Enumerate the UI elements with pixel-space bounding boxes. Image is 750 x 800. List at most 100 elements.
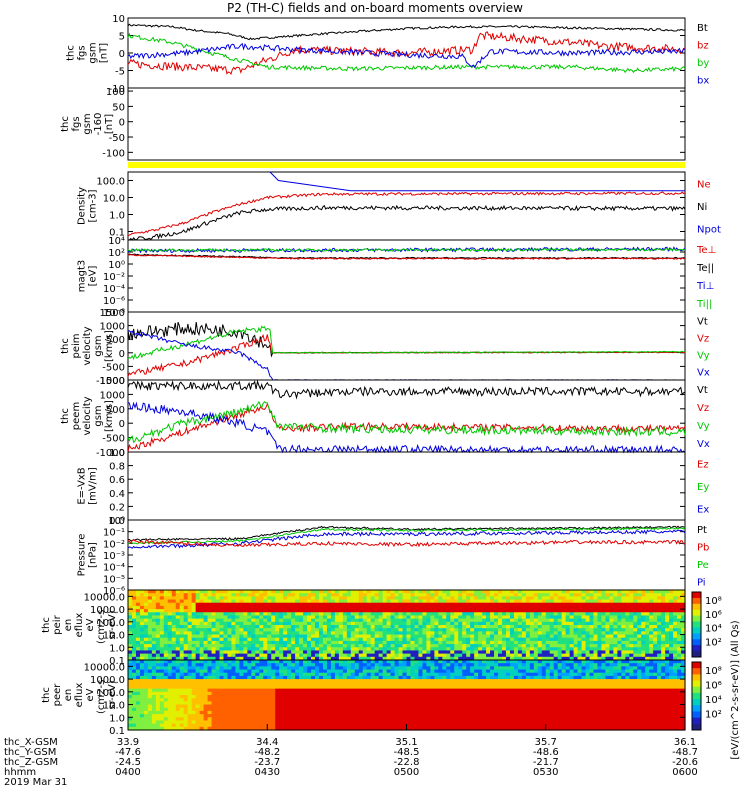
heatmap-cell xyxy=(414,590,420,594)
heatmap-cell xyxy=(577,679,583,683)
heatmap-cell xyxy=(446,640,451,645)
heatmap-cell xyxy=(641,609,646,613)
heatmap-cell xyxy=(410,650,416,655)
heatmap-cell xyxy=(322,602,328,607)
heatmap-cell xyxy=(227,628,233,632)
heatmap-cell xyxy=(517,650,523,655)
heatmap-cell xyxy=(541,593,547,597)
heatmap-cell xyxy=(291,631,296,636)
heatmap-cell xyxy=(295,618,300,623)
heatmap-cell xyxy=(354,688,360,693)
heatmap-cell xyxy=(307,612,312,617)
heatmap-cell xyxy=(239,656,244,661)
heatmap-cell xyxy=(275,688,280,693)
heatmap-cell xyxy=(458,666,463,671)
heatmap-cell xyxy=(505,666,511,671)
heatmap-cell xyxy=(251,615,256,620)
heatmap-cell xyxy=(211,656,217,661)
heatmap-cell xyxy=(163,621,169,626)
heatmap-cell xyxy=(128,682,133,687)
heatmap-cell xyxy=(350,640,356,645)
legend-entry: Vz xyxy=(697,403,709,414)
heatmap-cell xyxy=(382,631,388,636)
heatmap-cell xyxy=(199,644,205,648)
heatmap-cell xyxy=(573,682,579,687)
heatmap-cell xyxy=(474,644,479,648)
heatmap-cell xyxy=(426,596,431,601)
heatmap-cell xyxy=(314,615,320,620)
heatmap-cell xyxy=(326,663,332,667)
heatmap-cell xyxy=(681,602,686,607)
heatmap-cell xyxy=(131,590,137,594)
heatmap-cell xyxy=(227,669,233,674)
heatmap-cell xyxy=(430,593,435,597)
heatmap-cell xyxy=(199,612,205,617)
heatmap-cell xyxy=(589,679,595,683)
heatmap-cell xyxy=(219,634,225,639)
heatmap-cell xyxy=(243,593,248,597)
heatmap-cell xyxy=(589,609,595,613)
heatmap-cell xyxy=(215,682,221,687)
heatmap-cell xyxy=(128,679,133,683)
heatmap-cell xyxy=(307,691,312,696)
heatmap-cell xyxy=(629,660,634,664)
heatmap-cell xyxy=(673,672,678,677)
heatmap-cell xyxy=(561,605,567,610)
heatmap-cell xyxy=(135,666,141,671)
heatmap-cell xyxy=(143,672,149,677)
heatmap-cell xyxy=(159,653,165,658)
heatmap-cell xyxy=(251,637,256,642)
heatmap-cell xyxy=(609,660,614,664)
heatmap-cell xyxy=(303,663,308,667)
y-axis-label: [cm-3] xyxy=(88,189,99,222)
heatmap-cell xyxy=(151,685,157,690)
heatmap-cell xyxy=(446,602,451,607)
heatmap-cell xyxy=(661,593,666,597)
heatmap-cell xyxy=(474,599,479,604)
heatmap-cell xyxy=(426,602,431,607)
heatmap-cell xyxy=(478,590,483,594)
heatmap-cell xyxy=(187,669,193,674)
heatmap-cell xyxy=(195,691,201,696)
heatmap-cell xyxy=(199,618,205,623)
heatmap-cell xyxy=(478,634,483,639)
heatmap-cell xyxy=(446,637,451,642)
heatmap-cell xyxy=(553,660,559,664)
heatmap-cell xyxy=(629,675,634,680)
heatmap-cell xyxy=(370,637,376,642)
heatmap-cell xyxy=(629,653,634,658)
heatmap-cell xyxy=(338,615,344,620)
heatmap-cell xyxy=(366,605,372,610)
heatmap-cell xyxy=(422,691,427,696)
heatmap-cell xyxy=(354,602,360,607)
heatmap-cell xyxy=(474,618,479,623)
heatmap-cell xyxy=(287,596,292,601)
heatmap-cell xyxy=(597,695,603,699)
heatmap-cell xyxy=(565,672,571,677)
heatmap-cell xyxy=(203,650,209,655)
heatmap-cell xyxy=(597,631,603,636)
heatmap-cell xyxy=(629,625,634,629)
heatmap-cell xyxy=(494,615,499,620)
heatmap-cell xyxy=(330,653,336,658)
heatmap-cell xyxy=(641,596,646,601)
heatmap-cell xyxy=(227,615,233,620)
heatmap-cell xyxy=(450,609,455,613)
heatmap-cell xyxy=(498,666,503,671)
heatmap-cell xyxy=(235,669,240,674)
heatmap-cell xyxy=(295,691,300,696)
heatmap-cell xyxy=(311,609,316,613)
legend-entry: Pi xyxy=(697,577,706,588)
heatmap-cell xyxy=(573,593,579,597)
heatmap-cell xyxy=(235,618,240,623)
heatmap-cell xyxy=(275,634,280,639)
heatmap-cell xyxy=(215,679,221,683)
heatmap-cell xyxy=(318,637,324,642)
heatmap-cell xyxy=(211,625,217,629)
heatmap-cell xyxy=(418,615,424,620)
heatmap-cell xyxy=(191,675,197,680)
heatmap-cell xyxy=(211,672,217,677)
